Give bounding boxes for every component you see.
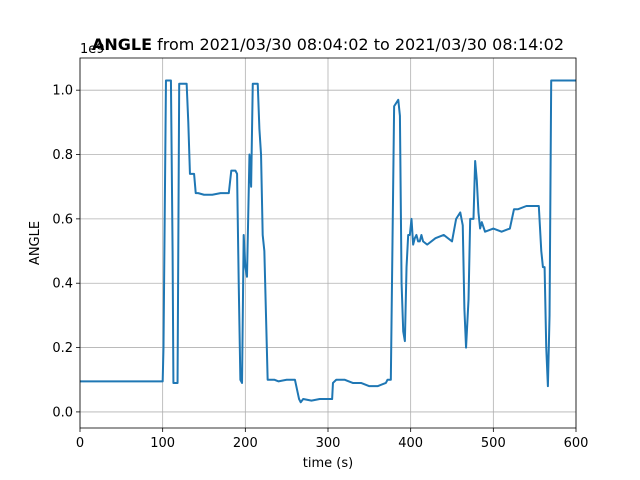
x-tick-label: 500 bbox=[481, 436, 506, 451]
x-tick-label: 600 bbox=[564, 436, 589, 451]
grid-lines bbox=[79, 58, 577, 428]
y-tick-label: 1.0 bbox=[52, 84, 73, 99]
chart-title: ANGLE from 2021/03/30 08:04:02 to 2021/0… bbox=[92, 35, 564, 54]
y-axis-label: ANGLE bbox=[28, 221, 43, 265]
x-axis-label: time (s) bbox=[303, 456, 353, 471]
axis-ticks: 0 100 200 300 400 500 600 0.0 0.2 0.4 0.6 0.8 1.0 bbox=[52, 84, 588, 451]
y-tick-label: 0.8 bbox=[52, 148, 73, 163]
x-tick-label: 0 bbox=[76, 436, 84, 451]
y-tick-label: 0.2 bbox=[52, 341, 73, 356]
x-tick-label: 200 bbox=[233, 436, 258, 451]
y-tick-label: 0.6 bbox=[52, 212, 73, 227]
x-tick-label: 100 bbox=[150, 436, 175, 451]
chart-title-bold: ANGLE bbox=[92, 35, 152, 54]
y-tick-label: 0.4 bbox=[52, 277, 73, 292]
chart-title-rest: from 2021/03/30 08:04:02 to 2021/03/30 0… bbox=[152, 35, 564, 54]
series-group bbox=[80, 79, 576, 404]
y-axis-offset-label: 1e9 bbox=[80, 42, 105, 57]
x-tick-label: 400 bbox=[398, 436, 423, 451]
series-line bbox=[80, 79, 576, 404]
y-tick-label: 0.0 bbox=[52, 405, 73, 420]
x-tick-label: 300 bbox=[316, 436, 341, 451]
